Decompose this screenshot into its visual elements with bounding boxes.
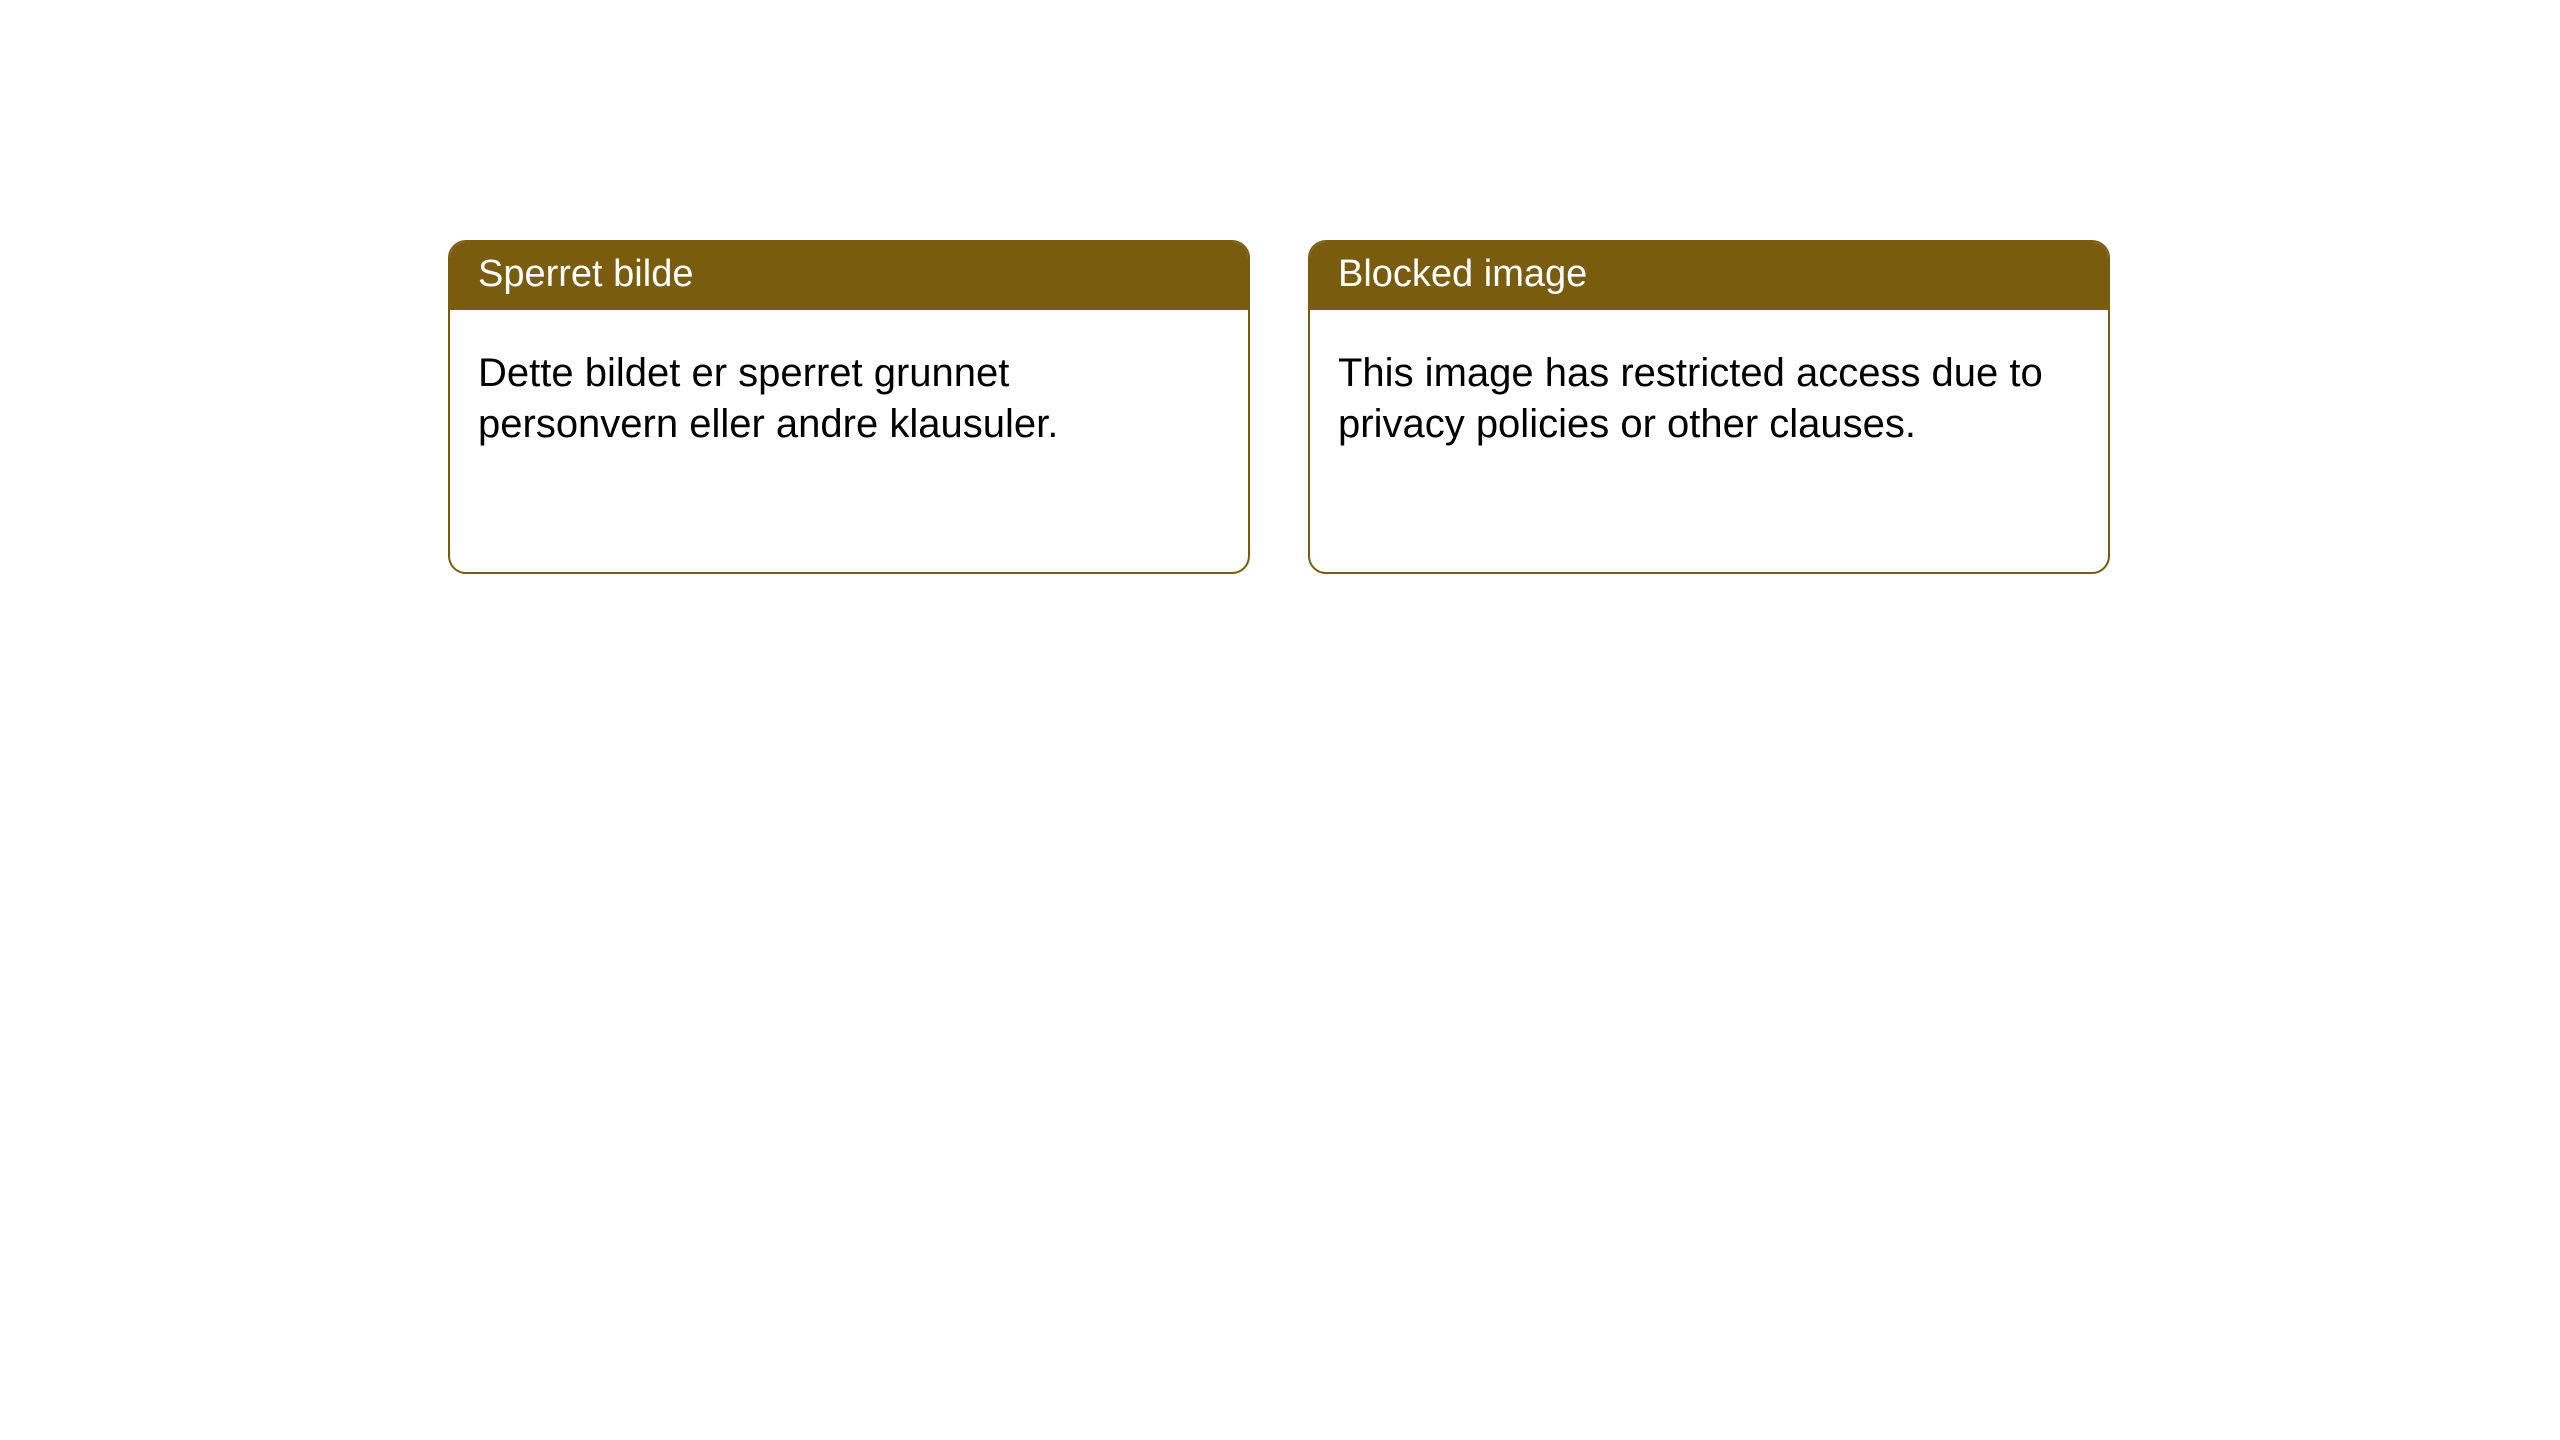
card-title-no: Sperret bilde <box>450 242 1248 310</box>
blocked-image-card-en: Blocked image This image has restricted … <box>1308 240 2110 574</box>
card-body-no: Dette bildet er sperret grunnet personve… <box>450 310 1248 488</box>
notice-cards-container: Sperret bilde Dette bildet er sperret gr… <box>0 0 2560 574</box>
card-body-en: This image has restricted access due to … <box>1310 310 2108 488</box>
blocked-image-card-no: Sperret bilde Dette bildet er sperret gr… <box>448 240 1250 574</box>
card-title-en: Blocked image <box>1310 242 2108 310</box>
